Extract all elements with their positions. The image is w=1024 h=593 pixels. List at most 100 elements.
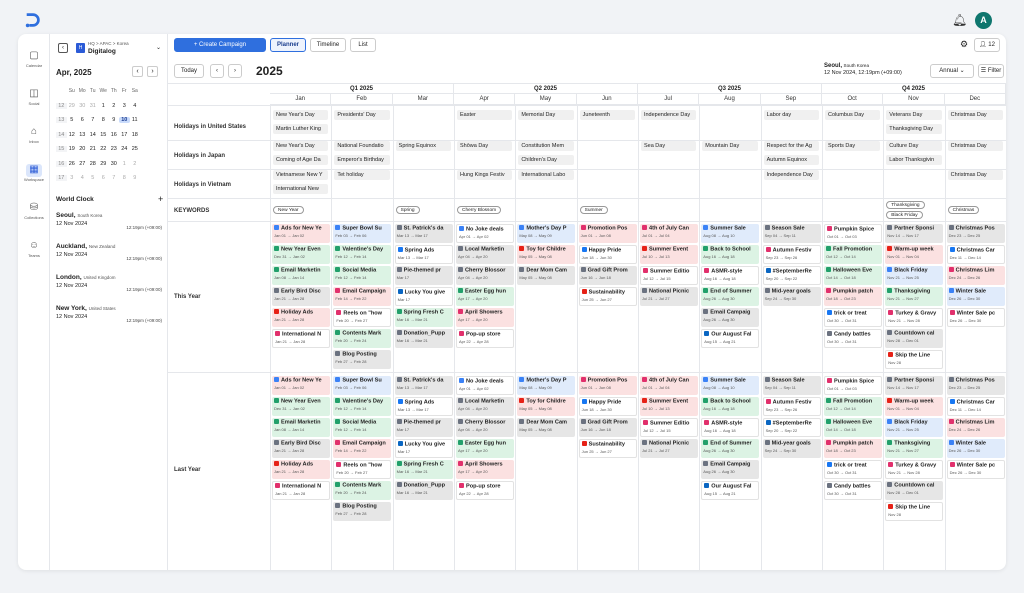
calendar-day[interactable]: 27 (79, 160, 86, 167)
next-month-button[interactable]: › (147, 66, 158, 77)
this-year-campaign-card[interactable]: Social Media Feb 12 → Feb 14 (333, 266, 392, 285)
last-year-campaign-card[interactable]: Skip the Line Nov 28 (885, 502, 944, 521)
holiday-chip[interactable]: New Year's Day (273, 141, 329, 151)
last-year-campaign-card[interactable]: Season Sale Sep 04 → Sep 11 (762, 376, 821, 395)
this-year-campaign-card[interactable]: National Picnic Jul 21 → Jul 27 (639, 287, 698, 306)
last-year-campaign-card[interactable]: Ads for New Ye Jan 01 → Jan 02 (272, 376, 330, 395)
this-year-campaign-card[interactable]: Pop-up store Apr 22 → Apr 28 (455, 329, 514, 348)
last-year-campaign-card[interactable]: Thanksgiving Nov 21 → Nov 27 (885, 439, 944, 458)
last-year-campaign-card[interactable]: National Picnic Jul 21 → Jul 27 (639, 439, 698, 458)
holiday-chip[interactable]: Coming of Age Da (273, 155, 329, 165)
this-year-campaign-card[interactable]: Donation_Pupp Mar 16 → Mar 21 (394, 329, 453, 348)
holiday-chip[interactable]: Mountain Day (702, 141, 758, 151)
last-year-campaign-card[interactable]: Email Marketin Jan 08 → Jan 14 (272, 418, 330, 437)
last-year-campaign-card[interactable]: Summer Event Jul 10 → Jul 13 (639, 397, 698, 416)
calendar-day[interactable]: 5 (70, 117, 74, 124)
last-year-campaign-card[interactable]: Back to School Aug 16 → Aug 18 (701, 397, 760, 416)
last-year-campaign-card[interactable]: Countdown cal Nov 28 → Dec 01 (885, 481, 944, 500)
this-year-campaign-card[interactable]: Sustainability Jun 25 → Jun 27 (578, 287, 637, 306)
calendar-day[interactable]: 9 (133, 175, 137, 182)
this-year-campaign-card[interactable]: Easter Egg hun Apr 17 → Apr 20 (455, 287, 514, 306)
holiday-chip[interactable]: Children's Day (518, 155, 574, 165)
calendar-day[interactable]: 23 (110, 146, 117, 153)
holiday-chip[interactable]: Emperor's Birthday (334, 155, 390, 165)
holiday-chip[interactable]: Shōwa Day (456, 141, 513, 151)
last-year-campaign-card[interactable]: No Joke deals Apr 01 → Apr 02 (455, 376, 514, 395)
calendar-day[interactable]: 14 (89, 131, 96, 138)
last-year-campaign-card[interactable]: Grad Gift Prom Jun 16 → Jun 18 (578, 418, 637, 437)
calendar-day[interactable]: 3 (122, 102, 126, 109)
last-year-campaign-card[interactable]: #SeptemberRe Sep 20 → Sep 22 (762, 418, 821, 437)
rail-item-collections[interactable]: ⛁ Collections (18, 202, 50, 220)
rail-item-inbox[interactable]: ⌂ Inbox (18, 126, 50, 144)
last-year-campaign-card[interactable]: Happy Pride Jun 18 → Jun 30 (578, 397, 637, 416)
last-year-campaign-card[interactable]: April Showers Apr 17 → Apr 20 (455, 460, 514, 479)
last-year-campaign-card[interactable]: Dear Mom Cam May 05 → May 08 (517, 418, 576, 437)
chevron-down-icon[interactable]: ⌄ (156, 45, 162, 51)
this-year-campaign-card[interactable]: Email Campaign Feb 14 → Feb 22 (333, 287, 392, 306)
last-year-campaign-card[interactable]: Holiday Ads Jan 21 → Jan 28 (272, 460, 330, 479)
this-year-campaign-card[interactable]: Season Sale Sep 04 → Sep 11 (762, 224, 821, 243)
app-logo-icon[interactable] (24, 11, 42, 29)
this-year-campaign-card[interactable]: Pie-themed pr Mar 17 (394, 266, 453, 285)
this-year-campaign-card[interactable]: Dear Mom Cam May 05 → May 08 (517, 266, 576, 285)
this-year-campaign-card[interactable]: Reels on "how Feb 20 → Feb 27 (333, 308, 392, 327)
last-year-campaign-card[interactable]: Pop-up store Apr 22 → Apr 28 (455, 481, 514, 500)
world-clock-item[interactable]: Seoul, South Korea 12 Nov 2024 12:19pm (+0… (56, 212, 162, 230)
this-year-campaign-card[interactable]: Thanksgiving Nov 21 → Nov 27 (885, 287, 944, 306)
last-year-campaign-card[interactable]: Warm-up week Nov 01 → Nov 04 (885, 397, 944, 416)
last-year-campaign-card[interactable]: International N Jan 21 → Jan 28 (272, 481, 330, 500)
this-year-campaign-card[interactable]: Grad Gift Prom Jun 16 → Jun 18 (578, 266, 637, 285)
calendar-day[interactable]: 16 (110, 131, 117, 138)
holiday-chip[interactable]: Vietnamese New Y (273, 170, 329, 180)
holiday-chip[interactable]: Labor Thanksgivin (886, 155, 942, 165)
tab-list[interactable]: List (350, 38, 376, 52)
last-year-campaign-card[interactable]: Black Friday Nov 21 → Nov 25 (885, 418, 944, 437)
this-year-campaign-card[interactable]: Promotion Pos Jun 01 → Jun 08 (578, 224, 637, 243)
this-year-campaign-card[interactable]: Summer Event Jul 10 → Jul 13 (639, 245, 698, 264)
avatar[interactable]: A (975, 12, 992, 29)
last-year-campaign-card[interactable]: Turkey & Gravy Nov 21 → Nov 28 (885, 460, 944, 479)
prev-month-button[interactable]: ‹ (132, 66, 143, 77)
holiday-chip[interactable]: Juneteenth (579, 110, 635, 120)
this-year-campaign-card[interactable]: No Joke deals Apr 01 → Apr 02 (455, 224, 514, 243)
holiday-chip[interactable]: Sports Day (824, 141, 881, 151)
last-year-campaign-card[interactable]: Summer Sale Aug 08 → Aug 10 (701, 376, 760, 395)
this-year-campaign-card[interactable]: Countdown cal Nov 28 → Dec 01 (885, 329, 944, 348)
holiday-chip[interactable]: Martin Luther King (273, 124, 329, 134)
calendar-day[interactable]: 3 (70, 175, 74, 182)
this-year-campaign-card[interactable]: Winter Sale Dec 26 → Dec 30 (946, 287, 1005, 306)
this-year-campaign-card[interactable]: Spring Ads Mar 13 → Mar 17 (394, 245, 453, 264)
last-year-campaign-card[interactable]: Reels on "how Feb 20 → Feb 27 (333, 460, 392, 479)
holiday-chip[interactable]: Thanksgiving Day (886, 124, 942, 134)
last-year-campaign-card[interactable]: Christmas Pos Dec 23 → Dec 25 (946, 376, 1005, 395)
this-year-campaign-card[interactable]: 4th of July Can Jul 01 → Jul 04 (639, 224, 698, 243)
next-year-button[interactable]: › (228, 64, 242, 78)
last-year-campaign-card[interactable]: Super Bowl Su Feb 03 → Feb 06 (333, 376, 392, 395)
last-year-campaign-card[interactable]: Contents Mark Feb 20 → Feb 24 (333, 481, 392, 500)
holiday-chip[interactable]: Tet holiday (334, 170, 390, 180)
filter-button[interactable]: ☰ Filter (978, 64, 1004, 78)
last-year-campaign-card[interactable]: Blog Posting Feb 27 → Feb 28 (333, 502, 392, 521)
this-year-campaign-card[interactable]: Valentine's Day Feb 12 → Feb 14 (333, 245, 392, 264)
calendar-day[interactable]: 13 (79, 131, 86, 138)
last-year-campaign-card[interactable]: Pie-themed pr Mar 17 (394, 418, 453, 437)
this-year-campaign-card[interactable]: #SeptemberRe Sep 20 → Sep 22 (762, 266, 821, 285)
holiday-chip[interactable]: Autumn Equinox (763, 155, 819, 165)
last-year-campaign-card[interactable]: Toy for Childre May 05 → May 08 (517, 397, 576, 416)
calendar-day[interactable]: 10 (119, 117, 130, 124)
last-year-campaign-card[interactable]: Valentine's Day Feb 12 → Feb 14 (333, 397, 392, 416)
keyword-chip[interactable]: Christmas (947, 206, 980, 214)
this-year-campaign-card[interactable]: Our August Fal Aug 15 → Aug 21 (701, 329, 760, 348)
calendar-day[interactable]: 4 (80, 175, 84, 182)
calendar-day[interactable]: 30 (79, 102, 86, 109)
holiday-chip[interactable]: Christmas Day (947, 170, 1003, 180)
tab-planner[interactable]: Planner (270, 38, 306, 52)
last-year-campaign-card[interactable]: ASMR-style Aug 16 → Aug 18 (701, 418, 760, 437)
last-year-campaign-card[interactable]: Spring Ads Mar 13 → Mar 17 (394, 397, 453, 416)
this-year-campaign-card[interactable]: Super Bowl Su Feb 03 → Feb 06 (333, 224, 392, 243)
this-year-campaign-card[interactable]: Turkey & Gravy Nov 21 → Nov 28 (885, 308, 944, 327)
this-year-campaign-card[interactable]: Christmas Car Dec 11 → Dec 14 (946, 245, 1005, 264)
holiday-chip[interactable]: Culture Day (886, 141, 942, 151)
add-clock-button[interactable]: + (158, 194, 164, 204)
